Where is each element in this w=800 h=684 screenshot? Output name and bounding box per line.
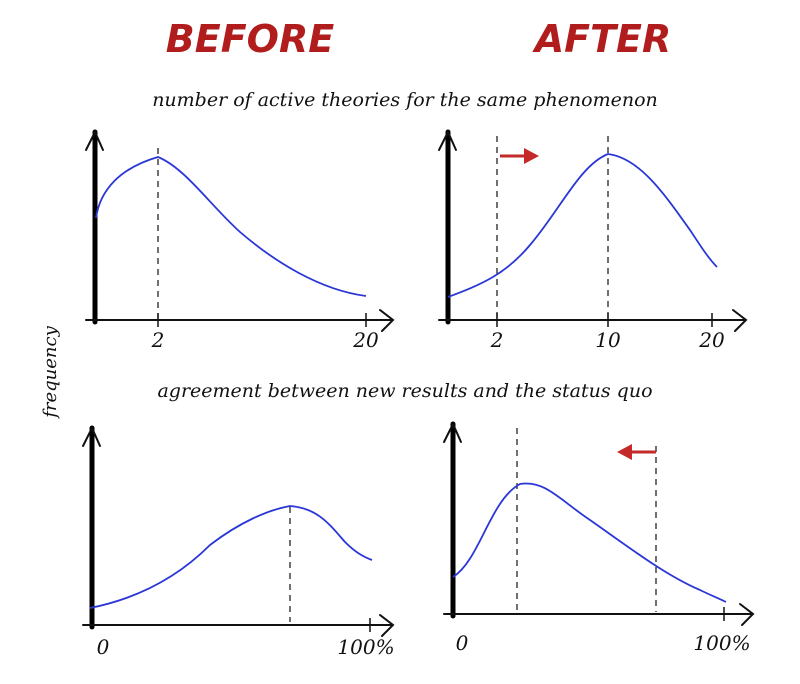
y-axis-arrowhead	[438, 129, 457, 151]
shift-left-arrowhead	[617, 444, 632, 460]
x-axis-arrowhead	[739, 603, 755, 626]
row2-subtitle: agreement between new results and the st…	[157, 380, 652, 402]
y-axis-arrowhead	[443, 421, 462, 443]
distribution-curve	[452, 482, 727, 603]
y-axis-label: frequency	[40, 325, 61, 419]
shift-right-arrowhead	[524, 148, 539, 164]
tick-label: 0	[97, 635, 110, 659]
tick-label: 100%	[337, 635, 394, 659]
tick-label: 2	[490, 328, 504, 352]
tick-label: 20	[698, 328, 725, 352]
before-header: BEFORE	[166, 17, 334, 61]
distribution-curve	[447, 153, 718, 298]
x-axis-arrowhead	[379, 309, 395, 332]
y-axis-arrowhead	[82, 425, 101, 447]
panel-after-theories: 2 10 20	[438, 129, 748, 352]
tick-label: 10	[595, 328, 621, 352]
tick-label: 0	[456, 631, 469, 655]
after-header: AFTER	[532, 17, 672, 61]
panel-before-theories: 2 20	[85, 129, 395, 352]
panel-before-agreement: 0 100%	[82, 425, 395, 659]
row1-subtitle: number of active theories for the same p…	[152, 89, 658, 111]
x-axis-arrowhead	[379, 614, 395, 637]
tick-label: 2	[151, 328, 165, 352]
panel-after-agreement: 0 100%	[443, 421, 755, 655]
x-axis-arrowhead	[732, 309, 748, 332]
tick-label: 100%	[693, 631, 750, 655]
y-axis-arrowhead	[85, 129, 104, 151]
distribution-curve	[95, 156, 367, 297]
distribution-curve	[89, 505, 373, 609]
tick-label: 20	[352, 328, 379, 352]
